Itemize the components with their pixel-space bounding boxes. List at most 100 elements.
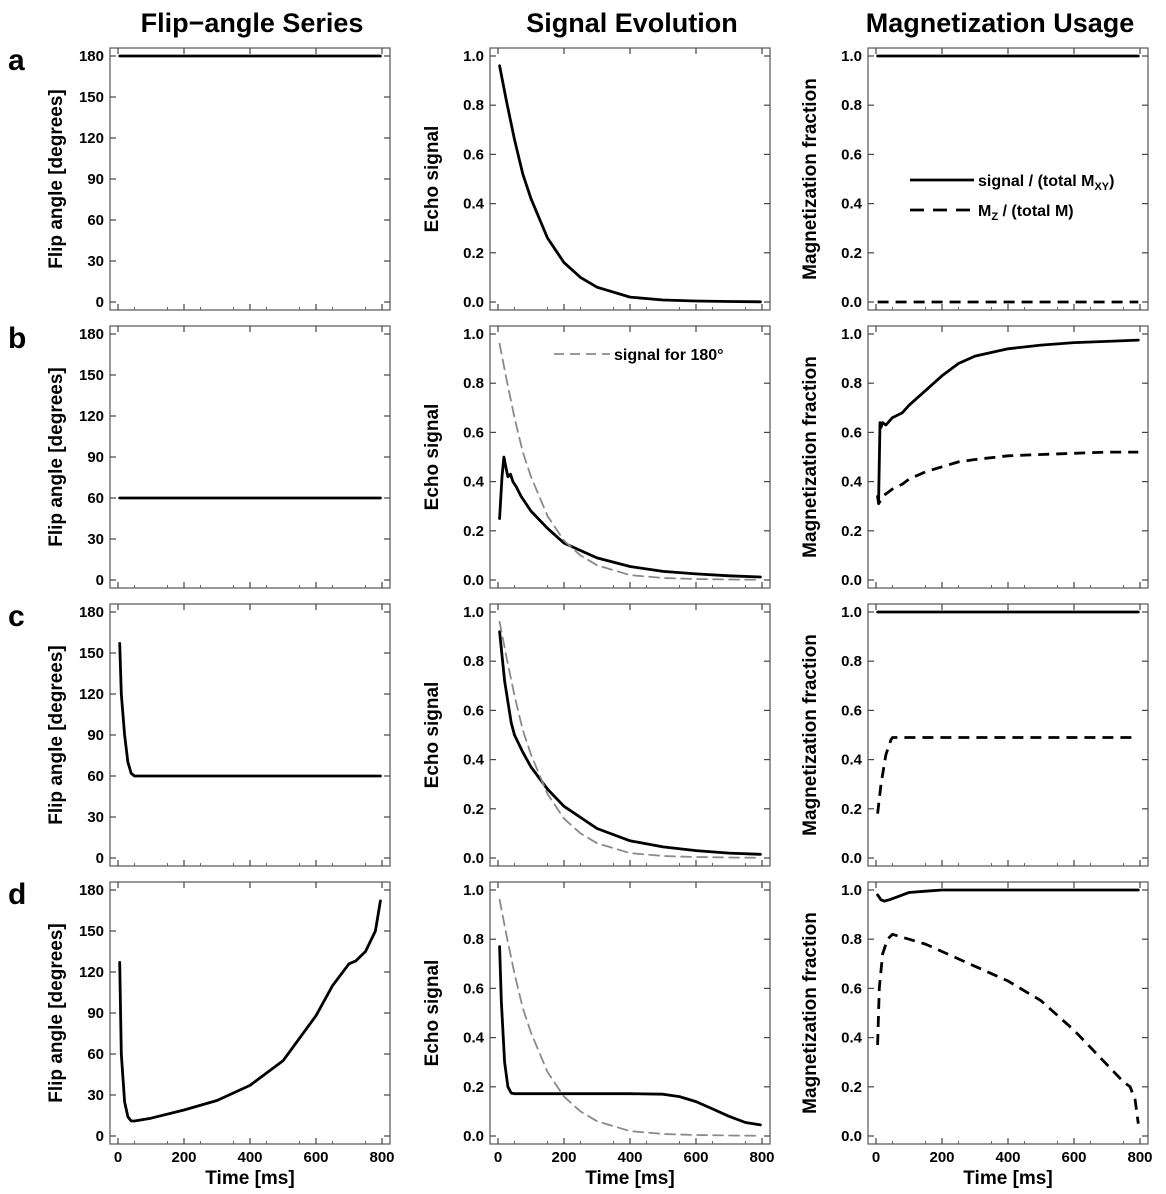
plot-frame bbox=[489, 325, 771, 589]
y-axis-label: Magnetization fraction bbox=[800, 78, 821, 280]
y-tick-label: 0.0 bbox=[463, 294, 484, 311]
x-axis-label: Time [ms] bbox=[963, 1168, 1052, 1189]
y-tick-label: 90 bbox=[87, 449, 104, 466]
panel-a-flip: 0 30 60 90 120 150 180 Flip angle [degrees] bbox=[46, 47, 391, 311]
y-tick-label: 90 bbox=[87, 171, 104, 188]
y-tick-label: 0.0 bbox=[841, 850, 862, 867]
x-tick-label: 0 bbox=[872, 1149, 880, 1166]
x-tick-label: 200 bbox=[171, 1149, 196, 1166]
y-axis-label: Echo signal bbox=[422, 126, 443, 233]
y-tick-label: 30 bbox=[87, 1087, 104, 1104]
y-tick-label: 0.0 bbox=[841, 294, 862, 311]
panel-b-usage: 0.0 0.2 0.4 0.6 0.8 1.0 Magnetization fraction bbox=[800, 325, 1149, 589]
y-tick-label: 0.8 bbox=[463, 931, 484, 948]
series-line-solid-0 bbox=[498, 64, 762, 304]
panel-d-flip: 0 30 60 90 120 150 180 0 200 400 600 800 Flip angle … bbox=[46, 881, 395, 1189]
y-tick-label: 1.0 bbox=[463, 882, 484, 899]
y-axis-label: Flip angle [degrees] bbox=[46, 367, 67, 546]
y-axis-label: Magnetization fraction bbox=[800, 356, 821, 558]
x-tick-label: 600 bbox=[303, 1149, 328, 1166]
series-line-dashed-1 bbox=[876, 450, 1139, 506]
y-tick-label: 0.6 bbox=[841, 146, 862, 163]
plot-frame bbox=[867, 881, 1149, 1145]
y-tick-label: 0.2 bbox=[463, 245, 484, 262]
y-axis-label: Echo signal bbox=[422, 682, 443, 789]
row-letter-b: b bbox=[8, 322, 26, 355]
plot-frame bbox=[109, 603, 391, 867]
y-tick-label: 0.4 bbox=[841, 1030, 863, 1047]
row-letter-d: d bbox=[8, 878, 26, 911]
x-tick-label: 0 bbox=[114, 1149, 122, 1166]
series-line-dashed-gray-1 bbox=[498, 620, 762, 859]
y-tick-label: 180 bbox=[79, 882, 104, 899]
y-tick-label: 0.4 bbox=[463, 196, 485, 213]
series-line-solid-0 bbox=[118, 642, 382, 778]
y-tick-label: 0.6 bbox=[463, 702, 484, 719]
y-tick-label: 150 bbox=[79, 923, 104, 940]
series-line-dashed-1 bbox=[876, 932, 1140, 1124]
column-title-signal: Signal Evolution bbox=[526, 8, 738, 38]
y-tick-label: 60 bbox=[87, 768, 104, 785]
y-axis-label: Flip angle [degrees] bbox=[46, 923, 67, 1102]
series-line-dashed-1 bbox=[876, 736, 1139, 814]
legend-label: MZ / (total M) bbox=[978, 203, 1074, 223]
y-tick-label: 0.4 bbox=[463, 752, 485, 769]
x-tick-label: 800 bbox=[1127, 1149, 1152, 1166]
y-tick-label: 0 bbox=[96, 572, 104, 589]
y-axis-label: Flip angle [degrees] bbox=[46, 645, 67, 824]
plot-frame bbox=[109, 325, 391, 589]
y-tick-label: 0 bbox=[96, 850, 104, 867]
y-tick-label: 30 bbox=[87, 253, 104, 270]
panel-a-signal: 0.0 0.2 0.4 0.6 0.8 1.0 Echo signal bbox=[422, 47, 771, 311]
y-tick-label: 0.4 bbox=[841, 474, 863, 491]
y-tick-label: 150 bbox=[79, 89, 104, 106]
x-tick-label: 400 bbox=[237, 1149, 262, 1166]
x-tick-label: 600 bbox=[1061, 1149, 1086, 1166]
y-tick-label: 0.8 bbox=[463, 375, 484, 392]
y-tick-label: 180 bbox=[79, 604, 104, 621]
plot-frame bbox=[109, 47, 391, 311]
series-line-solid-0 bbox=[876, 888, 1140, 903]
y-tick-label: 60 bbox=[87, 212, 104, 229]
plot-frame bbox=[489, 47, 771, 311]
y-tick-label: 0.8 bbox=[841, 375, 862, 392]
series-line-solid-0 bbox=[498, 945, 762, 1127]
y-tick-label: 0.0 bbox=[841, 1128, 862, 1145]
panel-c-flip: 0 30 60 90 120 150 180 Flip angle [degrees] bbox=[46, 603, 391, 867]
y-tick-label: 120 bbox=[79, 408, 104, 425]
y-tick-label: 0.0 bbox=[841, 572, 862, 589]
y-tick-label: 0.8 bbox=[841, 931, 862, 948]
x-tick-label: 800 bbox=[749, 1149, 774, 1166]
series-line-dashed-gray-1 bbox=[498, 898, 762, 1137]
y-tick-label: 120 bbox=[79, 964, 104, 981]
y-tick-label: 0.6 bbox=[463, 146, 484, 163]
y-tick-label: 0.0 bbox=[463, 1128, 484, 1145]
y-tick-label: 0.6 bbox=[841, 702, 862, 719]
y-tick-label: 0.2 bbox=[841, 245, 862, 262]
y-tick-label: 0.6 bbox=[841, 980, 862, 997]
y-tick-label: 150 bbox=[79, 645, 104, 662]
panel-b-flip: 0 30 60 90 120 150 180 Flip angle [degrees] bbox=[46, 325, 391, 589]
y-tick-label: 90 bbox=[87, 727, 104, 744]
y-tick-label: 120 bbox=[79, 686, 104, 703]
y-tick-label: 0.8 bbox=[841, 653, 862, 670]
y-tick-label: 0.6 bbox=[463, 980, 484, 997]
y-axis-label: Echo signal bbox=[422, 404, 443, 511]
panel-c-usage: 0.0 0.2 0.4 0.6 0.8 1.0 Magnetization fraction bbox=[800, 603, 1149, 867]
row-letter-a: a bbox=[8, 44, 25, 77]
y-tick-label: 90 bbox=[87, 1005, 104, 1022]
y-tick-label: 0.8 bbox=[463, 97, 484, 114]
x-axis-label: Time [ms] bbox=[585, 1168, 674, 1189]
plot-frame bbox=[109, 881, 391, 1145]
y-tick-label: 0.2 bbox=[463, 1079, 484, 1096]
y-tick-label: 1.0 bbox=[841, 604, 862, 621]
y-tick-label: 30 bbox=[87, 531, 104, 548]
y-tick-label: 180 bbox=[79, 48, 104, 65]
panel-a-usage: 0.0 0.2 0.4 0.6 0.8 1.0 Magnetization fraction… bbox=[800, 47, 1149, 311]
y-tick-label: 0.4 bbox=[463, 1030, 485, 1047]
column-title-flip-angle: Flip−angle Series bbox=[141, 8, 364, 38]
x-tick-label: 600 bbox=[683, 1149, 708, 1166]
y-tick-label: 60 bbox=[87, 490, 104, 507]
y-tick-label: 1.0 bbox=[841, 48, 862, 65]
